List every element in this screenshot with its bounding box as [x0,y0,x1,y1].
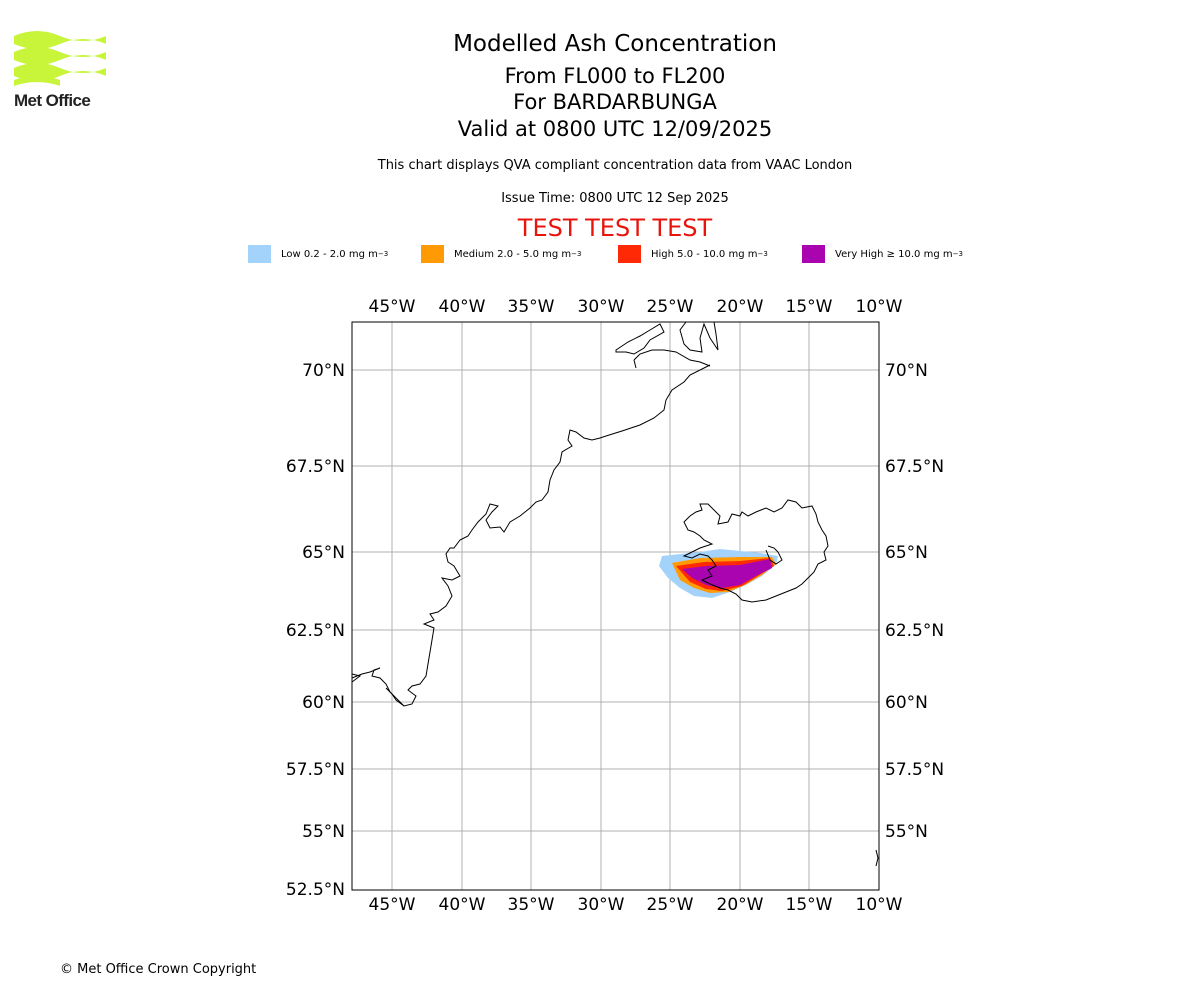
lon-label: 15°W [786,895,833,915]
lat-labels-left: 70°N 67.5°N 65°N 62.5°N 60°N 57.5°N 55°N… [286,361,345,900]
lat-label: 65°N [885,543,928,563]
legend-swatch-very-high [802,245,825,263]
lat-label: 62.5°N [885,621,944,641]
lon-labels-top: 45°W 40°W 35°W 30°W 25°W 20°W 15°W 10°W [369,297,903,317]
lon-label: 45°W [369,297,416,317]
map-frame [351,321,880,891]
lat-label: 55°N [885,822,928,842]
greenland-coastline [351,364,711,707]
lat-label: 52.5°N [286,880,345,900]
lon-label: 20°W [717,297,764,317]
lon-labels-bottom: 45°W 40°W 35°W 30°W 25°W 20°W 15°W 10°W [369,895,903,915]
lon-label: 15°W [786,297,833,317]
volcano-name: For BARDARBUNGA [513,90,717,114]
lat-label: 60°N [885,693,928,713]
lat-label: 67.5°N [286,457,345,477]
legend-unit-low: −3 [377,250,389,258]
lat-labels-right: 70°N 67.5°N 65°N 62.5°N 60°N 57.5°N 55°N [885,361,944,842]
lat-label: 60°N [302,693,345,713]
lon-label: 30°W [578,895,625,915]
lat-label: 57.5°N [885,760,944,780]
lat-label: 65°N [302,543,345,563]
lon-label: 10°W [856,895,903,915]
chart-description: This chart displays QVA compliant concen… [377,158,853,173]
legend-item-very-high: Very High ≥ 10.0 mg m −3 [802,244,963,264]
iceland-coastline [682,499,829,603]
lat-label: 62.5°N [286,621,345,641]
legend-label-high: High 5.0 - 10.0 mg m [651,248,758,260]
map-gridlines [352,322,879,890]
lat-label: 57.5°N [286,760,345,780]
ash-cloud [659,549,778,598]
legend-unit-medium: −3 [571,250,582,258]
legend-swatch-high [618,245,641,263]
lon-label: 35°W [508,895,555,915]
legend-label-low: Low 0.2 - 2.0 mg m [281,248,378,260]
lat-label: 67.5°N [885,457,944,477]
legend-item-medium: Medium 2.0 - 5.0 mg m −3 [421,244,581,264]
copyright-notice: © Met Office Crown Copyright [60,962,257,977]
coastlines [351,321,879,867]
legend-item-high: High 5.0 - 10.0 mg m −3 [618,244,768,264]
lon-label: 40°W [439,895,486,915]
issue-time: Issue Time: 0800 UTC 12 Sep 2025 [501,191,729,206]
met-office-logo-text: Met Office [14,91,91,110]
chart-title: Modelled Ash Concentration [453,31,777,57]
flight-level-range: From FL000 to FL200 [504,64,726,88]
lon-label: 25°W [647,297,694,317]
lon-label: 25°W [647,895,694,915]
legend-unit-very-high: −3 [952,250,963,258]
lat-label: 55°N [302,822,345,842]
legend-label-very-high: Very High ≥ 10.0 mg m [835,248,953,260]
greenland-north-coast [679,321,719,353]
legend-swatch-low [248,245,271,263]
lon-label: 10°W [856,297,903,317]
met-office-waves-logo [14,31,106,86]
lon-label: 40°W [439,297,486,317]
legend-unit-high: −3 [757,250,768,258]
lon-label: 20°W [717,895,764,915]
test-banner: TEST TEST TEST [517,214,713,242]
lon-label: 45°W [369,895,416,915]
legend-swatch-medium [421,245,444,263]
lon-label: 35°W [508,297,555,317]
lat-label: 70°N [302,361,345,381]
legend-item-low: Low 0.2 - 2.0 mg m −3 [248,244,388,264]
legend-label-medium: Medium 2.0 - 5.0 mg m [454,248,572,260]
lat-label: 70°N [885,361,928,381]
valid-time: Valid at 0800 UTC 12/09/2025 [457,117,773,141]
lon-label: 30°W [578,297,625,317]
